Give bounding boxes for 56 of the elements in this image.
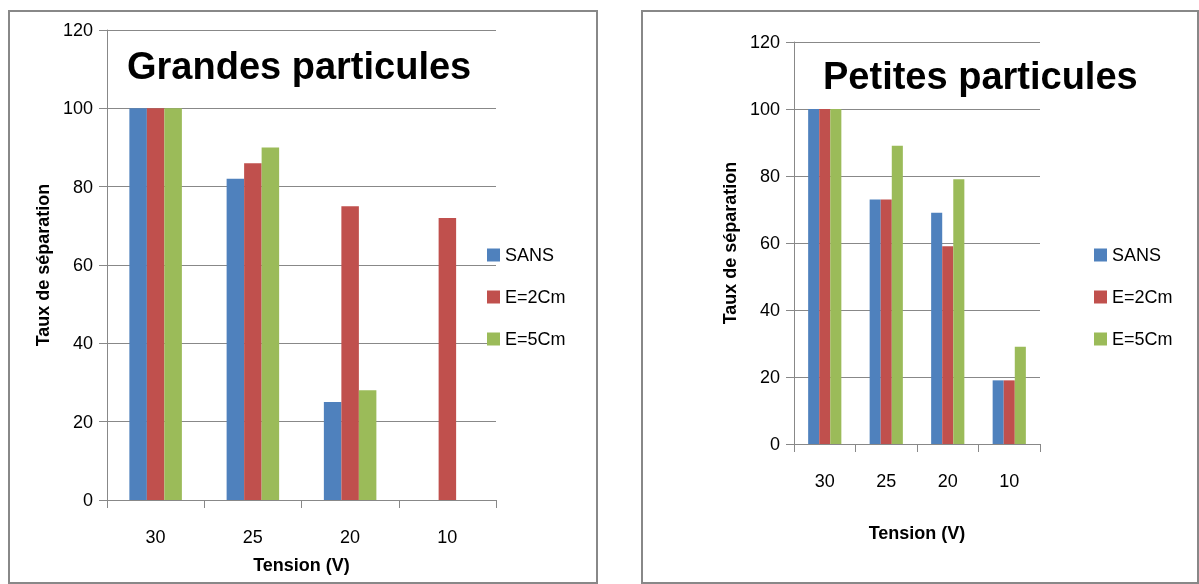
bar bbox=[1014, 346, 1026, 444]
x-tick-label: 25 bbox=[876, 471, 897, 491]
legend-label: SANS bbox=[1112, 245, 1162, 265]
bar bbox=[164, 108, 182, 500]
y-tick-label: 20 bbox=[72, 411, 93, 432]
x-axis-title: Tension (V) bbox=[868, 523, 966, 543]
bar bbox=[261, 147, 280, 500]
x-tick-label: 20 bbox=[937, 471, 958, 491]
y-tick-label: 20 bbox=[759, 367, 780, 387]
bar bbox=[358, 390, 377, 500]
legend-label: E=5Cm bbox=[505, 329, 566, 349]
x-tick-label: 25 bbox=[242, 527, 263, 547]
bar bbox=[880, 199, 892, 444]
y-tick-label: 100 bbox=[62, 98, 93, 119]
y-tick-label: 100 bbox=[749, 99, 780, 119]
y-axis-title: Taux de séparation bbox=[33, 183, 53, 347]
bar bbox=[869, 199, 881, 444]
bar bbox=[931, 212, 943, 444]
y-tick-label: 40 bbox=[759, 300, 780, 320]
bar bbox=[942, 246, 954, 444]
y-tick-label: 120 bbox=[749, 32, 780, 52]
legend-label: SANS bbox=[505, 245, 555, 265]
x-tick-label: 30 bbox=[814, 471, 835, 491]
y-axis-title: Taux de séparation bbox=[720, 161, 740, 325]
bar bbox=[953, 179, 965, 444]
bar bbox=[146, 108, 165, 500]
bar bbox=[992, 380, 1004, 444]
y-tick-label: 80 bbox=[72, 176, 93, 197]
bar bbox=[1003, 380, 1015, 444]
x-axis-title: Tension (V) bbox=[253, 555, 350, 575]
bar bbox=[808, 109, 820, 444]
bar bbox=[891, 145, 903, 444]
y-tick-label: 0 bbox=[769, 434, 780, 454]
y-tick-label: 60 bbox=[72, 255, 93, 275]
bar bbox=[244, 163, 262, 500]
x-tick-label: 10 bbox=[437, 527, 458, 547]
y-tick-label: 80 bbox=[759, 166, 780, 186]
bar bbox=[129, 108, 147, 500]
x-tick-label: 30 bbox=[145, 527, 166, 547]
x-tick-label: 10 bbox=[999, 471, 1020, 491]
chart-title: Grandes particules bbox=[127, 45, 472, 87]
bar bbox=[438, 218, 457, 500]
x-tick-label: 20 bbox=[340, 527, 361, 547]
chart-title: Petites particules bbox=[823, 55, 1138, 97]
bar bbox=[226, 178, 245, 500]
y-tick-label: 40 bbox=[72, 333, 93, 354]
bar bbox=[830, 109, 842, 444]
y-tick-label: 0 bbox=[82, 490, 93, 510]
y-tick-label: 60 bbox=[759, 233, 780, 253]
bar bbox=[323, 402, 342, 500]
bar bbox=[819, 109, 831, 444]
y-tick-label: 120 bbox=[62, 20, 93, 40]
bar bbox=[341, 206, 359, 500]
legend-label: E=5Cm bbox=[1112, 329, 1173, 349]
legend-label: E=2Cm bbox=[505, 287, 566, 307]
legend-label: E=2Cm bbox=[1112, 287, 1173, 307]
